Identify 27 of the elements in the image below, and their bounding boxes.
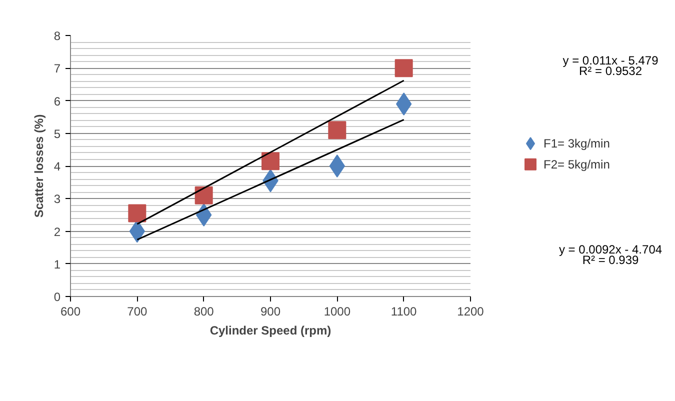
- y-tick-label: 8: [54, 29, 61, 43]
- legend-label: F1= 3kg/min: [544, 136, 610, 151]
- x-tick-label: 600: [60, 304, 81, 318]
- x-tick-label: 1000: [324, 304, 351, 318]
- point: [262, 152, 280, 170]
- x-tick-label: 700: [127, 304, 148, 318]
- point: [194, 186, 213, 204]
- x-tick-label: 800: [194, 304, 214, 318]
- x-axis-title: Cylinder Speed (rpm): [210, 324, 332, 338]
- y-tick-label: 6: [54, 94, 61, 108]
- y-tick-label: 7: [54, 62, 61, 76]
- y-tick-label: 4: [54, 160, 61, 174]
- y-axis-title: Scatter losses (%): [32, 114, 46, 218]
- x-tick-label: 900: [260, 304, 281, 318]
- y-tick-label: 5: [54, 126, 61, 141]
- y-tick-label: 0: [54, 290, 61, 304]
- y-tick-label: 2: [54, 224, 61, 239]
- legend-label: F2= 5kg/min: [544, 157, 610, 172]
- y-tick-label: 1: [54, 257, 61, 272]
- point: [328, 121, 346, 140]
- text: y = 0.0092x - 4.704 R² = 0.939: [558, 242, 662, 267]
- point: [128, 204, 146, 222]
- y-tick-label: 3: [54, 192, 61, 206]
- point: [394, 59, 413, 78]
- x-tick-label: 1200: [457, 304, 484, 318]
- x-tick-label: 1100: [390, 304, 418, 318]
- text: y = 0.011x - 5.479 R² = 0.9532: [562, 54, 659, 78]
